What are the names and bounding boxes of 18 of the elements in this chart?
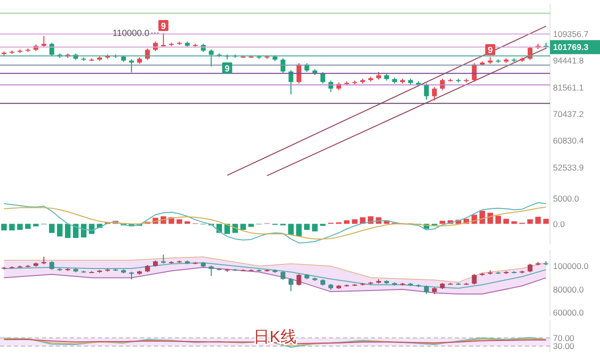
y-tick-label: 60000.0 [553, 308, 584, 318]
y-tick-label: 0.0 [553, 218, 566, 229]
y-tick-label: 70437.2 [553, 109, 584, 120]
y-tick-label: 81561.1 [553, 82, 584, 92]
y-tick-label: 109356.7 [553, 29, 589, 40]
y-tick-label: 94441.8 [553, 56, 584, 66]
y-tick-label: 30.00 [553, 341, 575, 352]
y-tick-label: 101769.3 [553, 42, 589, 52]
y-tick-label: 100000.0 [553, 261, 589, 272]
y-tick-label: 80000.0 [553, 284, 584, 294]
annotation: 110000.0 [112, 28, 150, 38]
annotation: 9 [224, 63, 230, 74]
y-tick-label: 52533.9 [553, 162, 584, 172]
annotation: 9 [488, 45, 493, 56]
y-tick-label: 60830.4 [553, 136, 584, 146]
y-tick-label: 5000.0 [553, 194, 580, 204]
annotation: 9 [160, 20, 166, 31]
y-tick-label: 70.00 [553, 332, 575, 343]
